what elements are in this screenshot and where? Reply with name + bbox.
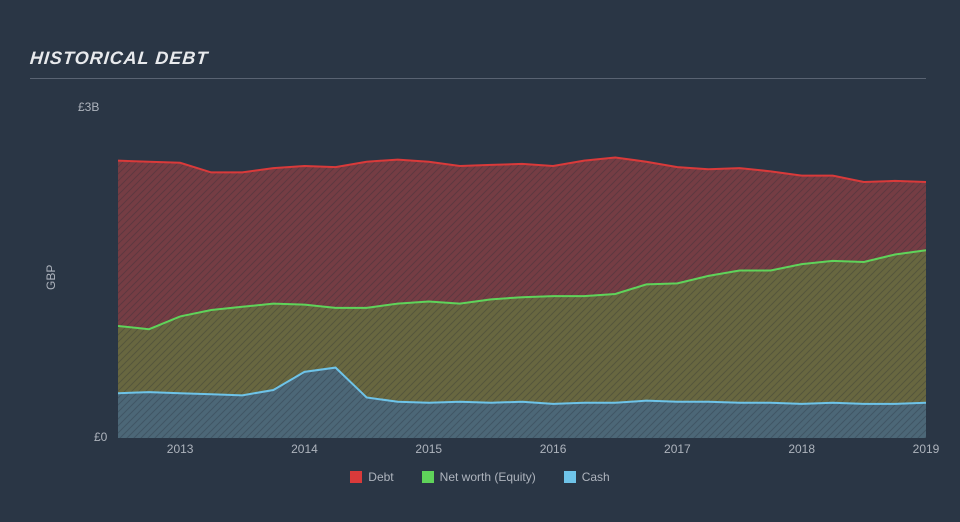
x-tick: 2013 — [167, 442, 194, 456]
legend-label: Net worth (Equity) — [440, 470, 536, 484]
legend-item: Cash — [564, 470, 610, 484]
x-ticks: 2013201420152016201720182019 — [118, 442, 926, 462]
legend-item: Net worth (Equity) — [422, 470, 536, 484]
chart-title: HISTORICAL DEBT — [29, 48, 209, 69]
x-tick: 2018 — [788, 442, 815, 456]
chart-plot-area — [118, 118, 926, 438]
y-tick-top: £3B — [78, 100, 99, 114]
legend-swatch — [564, 471, 576, 483]
legend-label: Debt — [368, 470, 393, 484]
y-tick-bottom: £0 — [94, 430, 107, 444]
legend-swatch — [350, 471, 362, 483]
legend-swatch — [422, 471, 434, 483]
x-tick: 2017 — [664, 442, 691, 456]
x-tick: 2015 — [415, 442, 442, 456]
title-underline — [30, 78, 926, 79]
legend: Debt Net worth (Equity) Cash — [0, 470, 960, 484]
x-tick: 2016 — [540, 442, 567, 456]
legend-label: Cash — [582, 470, 610, 484]
area-chart-svg — [118, 118, 926, 438]
legend-item: Debt — [350, 470, 393, 484]
x-tick: 2019 — [913, 442, 940, 456]
x-tick: 2014 — [291, 442, 318, 456]
y-axis-label: GBP — [44, 265, 58, 290]
